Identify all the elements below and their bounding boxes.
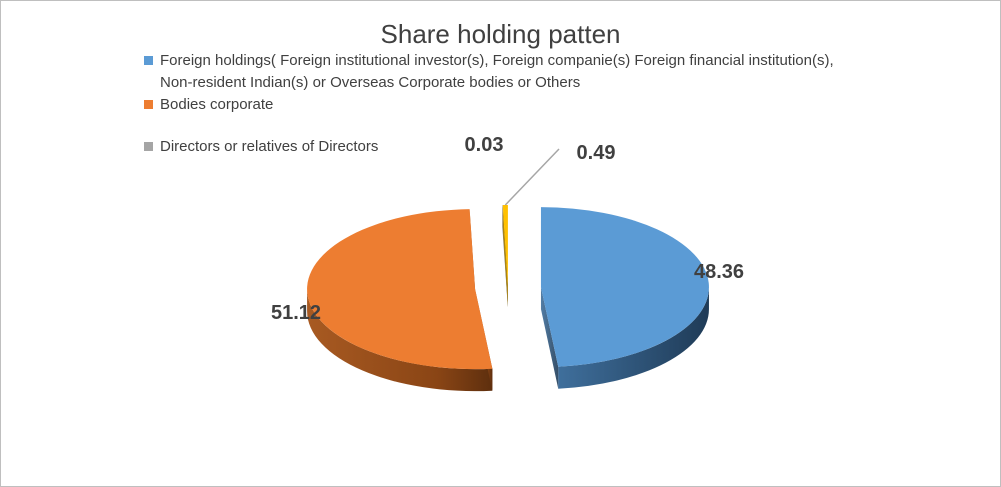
legend: Foreign holdings( Foreign institutional … [144,50,864,158]
legend-swatch-bodies-corporate [144,100,153,109]
pie-slice-foreign-holdings [540,207,709,389]
legend-label-directors: Directors or relatives of Directors [160,138,379,155]
pie-slice-bodies-corporate [307,209,493,392]
legend-swatch-directors [144,142,153,151]
data-label-others: 0.49 [577,142,616,164]
legend-item-directors: Directors or relatives of Directors [144,136,864,158]
chart-title: Share holding patten [380,19,621,49]
legend-item-bodies-corporate: Bodies corporate [144,94,864,116]
pie-slice-others [502,205,508,308]
legend-swatch-foreign-holdings [144,56,153,65]
data-label-foreign-holdings: 48.36 [694,261,744,283]
data-label-directors: 0.03 [465,134,504,156]
leader-line-others [504,148,560,206]
data-label-bodies-corporate: 51.12 [271,302,321,324]
legend-label-foreign-holdings: Foreign holdings( Foreign institutional … [160,52,834,91]
legend-item-foreign-holdings: Foreign holdings( Foreign institutional … [144,50,864,94]
legend-label-bodies-corporate: Bodies corporate [160,96,274,113]
